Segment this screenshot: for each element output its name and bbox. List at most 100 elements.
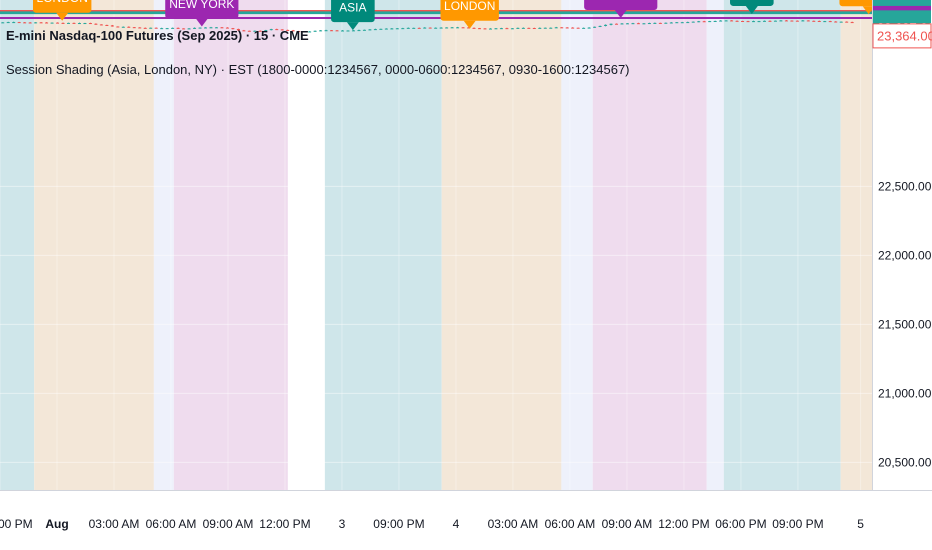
candle-body [116, 26, 120, 28]
candle-body [225, 27, 229, 29]
candle-body [697, 21, 701, 23]
candle-body [719, 20, 723, 22]
candle-body [560, 27, 564, 29]
candle-body [625, 23, 629, 25]
candle-body [423, 27, 427, 29]
x-tick-label: 12:00 PM [259, 517, 310, 531]
candle-body [247, 30, 251, 32]
candle-body [516, 27, 520, 29]
candle-body [302, 31, 306, 33]
candle-body [220, 27, 224, 29]
x-tick-label: 09:00 AM [602, 517, 653, 531]
candle-body [762, 20, 766, 22]
x-tick-label: 00 PM [0, 517, 33, 531]
candle-body [253, 30, 257, 32]
candle-body [198, 27, 202, 29]
candle-body [99, 24, 103, 26]
candle-body [510, 28, 514, 30]
candle-body [330, 30, 334, 32]
candle-body [286, 29, 290, 31]
candle-body [483, 28, 487, 30]
session-shade-gap-8 [706, 0, 724, 490]
candle-body [56, 22, 60, 24]
candle-body [390, 28, 394, 30]
candle-body [373, 29, 377, 31]
candle-body [72, 22, 76, 24]
y-tick-label: 21,500.00 [878, 317, 932, 331]
indicator-title[interactable]: Session Shading (Asia, London, NY) · EST… [6, 62, 630, 77]
candle-body [795, 20, 799, 22]
candle-body [132, 27, 136, 29]
candle-body [121, 26, 125, 28]
candle-body [571, 27, 575, 29]
y-tick-label: 20,500.00 [878, 455, 932, 469]
candle-body [456, 27, 460, 29]
candle-body [445, 27, 449, 29]
x-tick-label: 09:00 PM [373, 517, 424, 531]
candle-body [543, 27, 547, 29]
candle-body [582, 27, 586, 29]
candle-body [741, 20, 745, 22]
candle-body [478, 28, 482, 30]
candle-body [631, 23, 635, 25]
candle-body [291, 30, 295, 32]
candle-body [488, 28, 492, 30]
symbol-title[interactable]: E-mini Nasdaq-100 Futures (Sep 2025) · 1… [6, 28, 309, 43]
candle-body [362, 29, 366, 31]
candle-body [412, 27, 416, 29]
candle-body [521, 27, 525, 29]
candle-body [850, 22, 854, 24]
candle-body [472, 27, 476, 29]
candle-body [664, 22, 668, 24]
candle-body [735, 20, 739, 22]
candle-body [834, 21, 838, 23]
candle-body [801, 20, 805, 22]
candle-body [724, 20, 728, 22]
candle-body [806, 20, 810, 22]
candle-body [160, 28, 164, 30]
candle-body [598, 25, 602, 27]
x-tick-label: 09:00 PM [772, 517, 823, 531]
session-label-text: NEW YORK [169, 0, 234, 11]
candle-body [773, 20, 777, 22]
candle-body [23, 22, 27, 24]
candle-body [642, 23, 646, 25]
candle-body [138, 27, 142, 29]
candle-body [538, 27, 542, 29]
x-tick-label: 4 [453, 517, 460, 531]
candle-body [308, 31, 312, 33]
x-tick-label: 03:00 AM [488, 517, 539, 531]
candle-body [324, 30, 328, 32]
candle-body [275, 29, 279, 31]
candle-body [143, 27, 147, 29]
candle-body [17, 22, 21, 24]
candle-body [817, 20, 821, 22]
x-tick-label: 5 [857, 517, 864, 531]
candle-body [50, 22, 54, 24]
x-tick-label: 06:00 AM [545, 517, 596, 531]
candle-body [165, 28, 169, 30]
candle-body [812, 20, 816, 22]
candle-body [653, 22, 657, 24]
candle-body [1, 22, 5, 24]
y-tick-label: 22,500.00 [878, 179, 932, 193]
x-tick-label: 03:00 AM [89, 517, 140, 531]
candle-body [236, 28, 240, 31]
candle-body [680, 22, 684, 24]
candle-body [395, 28, 399, 30]
candle-body [434, 27, 438, 29]
candle-body [505, 28, 509, 30]
candle-body [39, 22, 43, 24]
x-tick-label: 12:00 PM [658, 517, 709, 531]
candle-body [105, 24, 109, 26]
session-label-box [730, 0, 774, 6]
candle-body [565, 27, 569, 29]
candle-body [28, 22, 32, 24]
candle-body [384, 28, 388, 30]
candle-body [341, 30, 345, 32]
candle-body [845, 21, 849, 23]
session-label-text: ASIA [339, 1, 366, 15]
session-label-text: LONDON [37, 0, 88, 5]
